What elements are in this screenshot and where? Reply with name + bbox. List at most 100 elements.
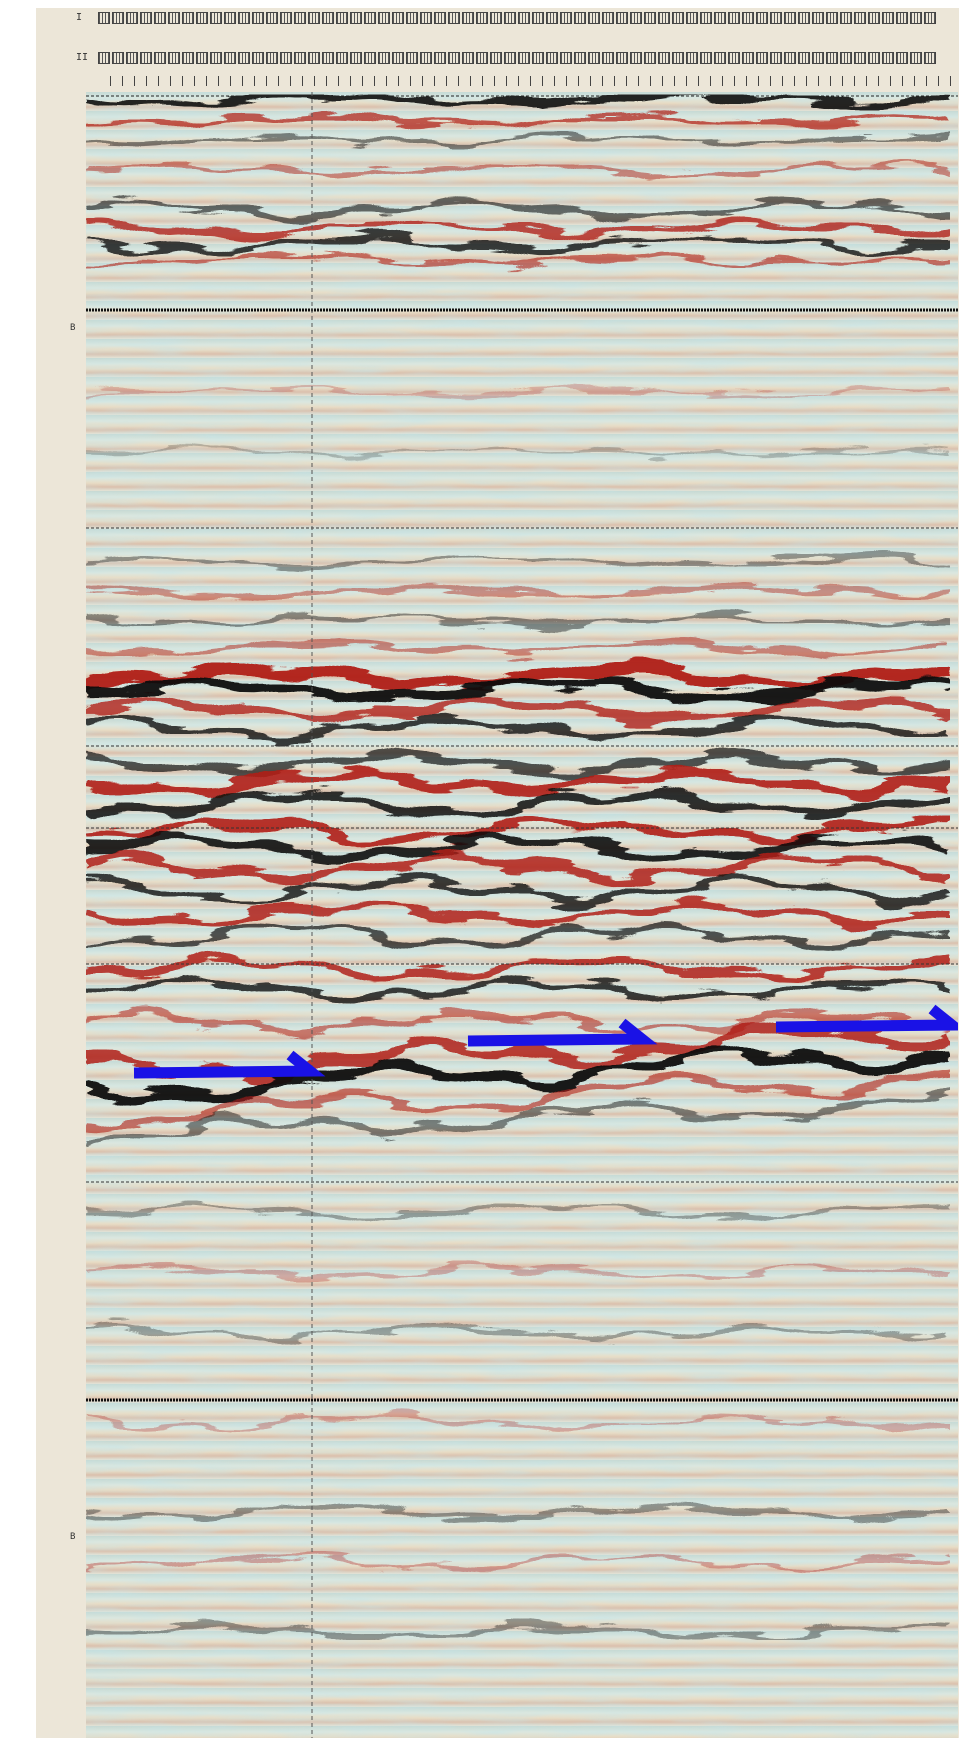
trace-header-cell (434, 52, 446, 64)
trace-header-cell (574, 52, 586, 64)
seismic-reflector (86, 584, 951, 600)
trace-header-cell (126, 12, 138, 24)
trace-header-cell (406, 12, 418, 24)
trace-header-cell (896, 12, 908, 24)
trace-header-row-1 (98, 12, 956, 26)
seismic-reflector (86, 1087, 951, 1148)
trace-header-cell (420, 12, 432, 24)
trace-header-cell (336, 52, 348, 64)
trace-header-cell (672, 12, 684, 24)
seismic-reflector (86, 92, 951, 109)
trace-header-cell (770, 12, 782, 24)
seismic-reflector (86, 1203, 951, 1221)
trace-header-cell (154, 12, 166, 24)
seismic-reflector (86, 232, 951, 256)
trace-header-cell (686, 12, 698, 24)
seismic-reflector (86, 1321, 951, 1343)
seismic-section-svg (86, 92, 958, 1738)
trace-header-cell (140, 12, 152, 24)
trace-header-cell (546, 12, 558, 24)
seismic-reflector (86, 695, 952, 725)
seismic-reflector (86, 215, 951, 240)
trace-header-cell (602, 52, 614, 64)
horizon-marker-lower: B (70, 1532, 76, 1542)
trace-header-cell (154, 52, 166, 64)
trace-header-cell (840, 52, 852, 64)
seismic-reflector (86, 554, 951, 570)
trace-header-cell (112, 52, 124, 64)
seismic-reflector (86, 830, 952, 865)
seismic-reflector (86, 1006, 951, 1038)
trace-header-cell (882, 12, 894, 24)
seismic-reflector (86, 611, 951, 629)
seismic-reflector (86, 872, 951, 908)
seismic-reflector (86, 446, 951, 458)
header-row-2-tag: II (76, 52, 89, 63)
timing-lines (86, 92, 958, 1738)
arrow-middle-icon (467, 1018, 658, 1047)
trace-header-cell (896, 52, 908, 64)
trace-header-cell (924, 52, 936, 64)
trace-header-cell (448, 52, 460, 64)
horizon-marker-upper: B (70, 323, 76, 333)
seismic-reflector (86, 112, 951, 128)
seismic-reflector (86, 161, 951, 179)
seismic-reflector (86, 133, 951, 146)
seismic-reflector (86, 713, 951, 743)
trace-header-cell (518, 52, 530, 64)
seismic-reflector (86, 921, 951, 952)
trace-header-cell (532, 52, 544, 64)
trace-header-cell (392, 52, 404, 64)
trace-header-cell (182, 52, 194, 64)
trace-header-cell (812, 52, 824, 64)
trace-header-cell (196, 12, 208, 24)
seismic-reflector (86, 1262, 951, 1282)
trace-header-cell (532, 12, 544, 24)
trace-header-cell (364, 52, 376, 64)
seismic-reflector (86, 976, 951, 1004)
seismic-reflector (86, 1071, 951, 1131)
seismic-reflector (86, 1501, 951, 1523)
trace-header-cell (924, 12, 936, 24)
trace-header-cell (714, 52, 726, 64)
trace-header-cell (700, 12, 712, 24)
trace-header-cell (434, 12, 446, 24)
arrow-right-icon (775, 1004, 958, 1033)
trace-header-cell (322, 52, 334, 64)
trace-header-cell (630, 52, 642, 64)
trace-header-cell (112, 12, 124, 24)
trace-header-cell (280, 52, 292, 64)
seismic-reflector (86, 789, 952, 821)
trace-header-cell (350, 52, 362, 64)
seismic-reflector (86, 251, 951, 270)
trace-header-cell (518, 12, 530, 24)
trace-header-cell (504, 52, 516, 64)
trace-header-cell (602, 12, 614, 24)
trace-header-cell (574, 12, 586, 24)
trace-header-cell (280, 12, 292, 24)
trace-header-cell (196, 52, 208, 64)
trace-header-cell (448, 12, 460, 24)
trace-header-cell (504, 12, 516, 24)
seismic-reflector (86, 849, 951, 887)
seismic-reflector (86, 764, 951, 800)
trace-header-cell (294, 52, 306, 64)
seismic-reflector (86, 954, 951, 982)
trace-header-cell (560, 52, 572, 64)
trace-header-cell (266, 12, 278, 24)
trace-header-cell (798, 52, 810, 64)
trace-header-cell (658, 12, 670, 24)
trace-header-cell (378, 52, 390, 64)
seismic-reflector (86, 898, 951, 931)
trace-header-cell (350, 12, 362, 24)
seismic-section-canvas[interactable] (86, 92, 958, 1738)
trace-header-cell (588, 52, 600, 64)
trace-header-cell (588, 12, 600, 24)
trace-header-cell (700, 52, 712, 64)
trace-header-cell (168, 52, 180, 64)
trace-header-cell (630, 12, 642, 24)
trace-header-cell (378, 12, 390, 24)
arrow-left-icon (133, 1050, 326, 1079)
trace-header-cell (420, 52, 432, 64)
trace-header-cell (616, 52, 628, 64)
